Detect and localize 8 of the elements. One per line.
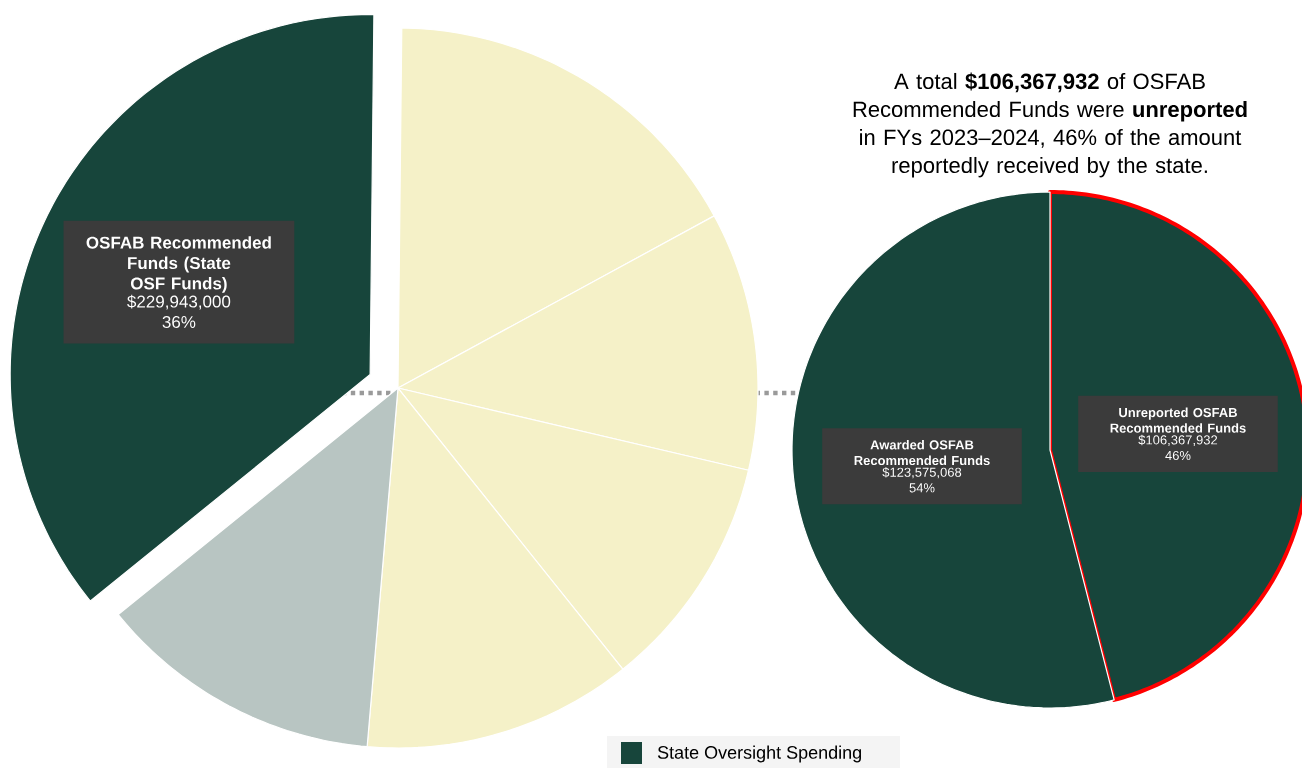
data-label: $229,943,000 36%: [127, 294, 231, 328]
slice-label: Unreported OSFAB Recommended Funds: [1110, 407, 1246, 433]
data-label: $106,367,932 46%: [1138, 434, 1218, 461]
slice-label: OSFAB Recommended Funds (State OSF Funds): [86, 236, 271, 293]
slice-label: Awarded OSFAB Recommended Funds: [854, 439, 990, 466]
data-label: $123,575,068 54%: [882, 467, 962, 493]
chart-title: A total $106,367,932 of OSFAB Recommended Funds were unreported in FYs 2023–2024, 46% of the amount reportedly received by the state.: [853, 72, 1247, 178]
text: State Oversight Spending: [657, 745, 861, 763]
